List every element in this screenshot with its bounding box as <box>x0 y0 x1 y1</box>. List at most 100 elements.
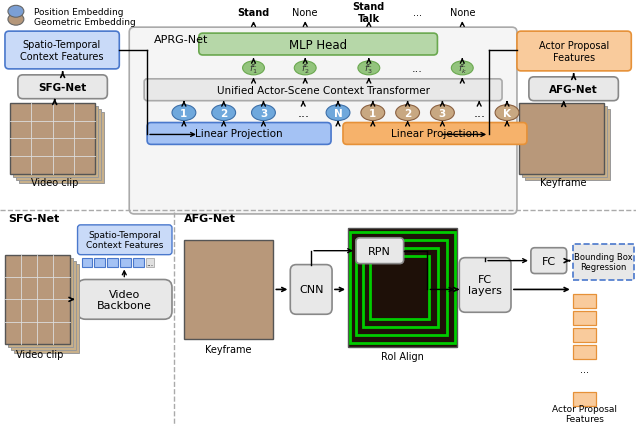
Text: ...: ... <box>412 64 423 74</box>
Bar <box>14 264 79 353</box>
Bar <box>16 109 101 181</box>
Text: FC
layers: FC layers <box>468 274 502 296</box>
Bar <box>133 258 144 267</box>
Ellipse shape <box>396 105 420 121</box>
FancyBboxPatch shape <box>517 32 631 72</box>
Text: ...: ... <box>147 259 154 268</box>
Bar <box>525 109 611 181</box>
Text: Bounding Box
Regression: Bounding Box Regression <box>574 252 633 272</box>
Ellipse shape <box>243 62 264 76</box>
Text: Linear Projection: Linear Projection <box>390 129 478 139</box>
Bar <box>519 104 604 175</box>
Ellipse shape <box>431 105 454 121</box>
Text: Keyframe: Keyframe <box>205 344 252 354</box>
Bar <box>522 106 607 178</box>
Text: MLP Head: MLP Head <box>289 38 347 52</box>
Ellipse shape <box>326 105 350 121</box>
FancyBboxPatch shape <box>531 248 566 274</box>
Bar <box>108 258 118 267</box>
Ellipse shape <box>212 105 236 121</box>
Text: Video clip: Video clip <box>31 178 78 188</box>
Text: ...: ... <box>413 8 422 18</box>
Text: 1: 1 <box>369 108 376 118</box>
FancyBboxPatch shape <box>343 123 527 145</box>
Text: None: None <box>449 8 475 18</box>
Bar <box>573 295 596 308</box>
FancyBboxPatch shape <box>77 225 172 255</box>
Text: ...: ... <box>297 107 309 120</box>
Bar <box>95 258 106 267</box>
FancyBboxPatch shape <box>5 32 119 70</box>
Text: AFG-Net: AFG-Net <box>184 213 236 223</box>
FancyBboxPatch shape <box>291 265 332 314</box>
Text: RPN: RPN <box>369 246 391 256</box>
FancyBboxPatch shape <box>18 76 108 99</box>
Text: $f_1^L$: $f_1^L$ <box>249 61 258 76</box>
Ellipse shape <box>451 62 473 76</box>
FancyBboxPatch shape <box>129 28 517 214</box>
Ellipse shape <box>172 105 196 121</box>
Bar <box>10 104 95 175</box>
FancyBboxPatch shape <box>147 123 331 145</box>
Text: Position Embedding: Position Embedding <box>34 8 124 17</box>
Text: Spatio-Temporal
Context Features: Spatio-Temporal Context Features <box>86 230 163 250</box>
Bar <box>573 311 596 325</box>
Bar <box>120 258 131 267</box>
Text: SFG-Net: SFG-Net <box>8 213 60 223</box>
Text: Linear Projection: Linear Projection <box>195 129 282 139</box>
Text: Stand: Stand <box>237 8 269 18</box>
Bar <box>13 106 99 178</box>
Bar <box>363 248 438 328</box>
Text: Actor Proposal
Features: Actor Proposal Features <box>552 404 617 423</box>
Bar <box>350 232 455 343</box>
Text: 3: 3 <box>260 108 267 118</box>
Bar <box>573 345 596 359</box>
Bar <box>573 328 596 342</box>
Ellipse shape <box>8 14 24 26</box>
Text: Video
Backbone: Video Backbone <box>97 289 152 311</box>
Bar <box>146 258 154 267</box>
Bar <box>19 112 104 184</box>
Text: SFG-Net: SFG-Net <box>38 83 87 92</box>
Bar <box>5 255 70 344</box>
Text: APRG-Net: APRG-Net <box>154 35 209 45</box>
Text: RoI Align: RoI Align <box>381 351 424 361</box>
Text: $f_k^L$: $f_k^L$ <box>458 61 467 76</box>
FancyBboxPatch shape <box>356 238 404 264</box>
Ellipse shape <box>252 105 275 121</box>
Text: K: K <box>503 108 511 118</box>
Ellipse shape <box>361 105 385 121</box>
Text: $f_2^L$: $f_2^L$ <box>301 61 310 76</box>
Ellipse shape <box>294 62 316 76</box>
Bar <box>348 228 458 347</box>
Bar <box>184 240 273 340</box>
Bar <box>8 258 72 347</box>
Bar <box>370 256 429 320</box>
FancyBboxPatch shape <box>77 280 172 320</box>
Text: 3: 3 <box>439 108 446 118</box>
Ellipse shape <box>358 62 380 76</box>
Text: AFG-Net: AFG-Net <box>549 84 598 95</box>
Text: 2: 2 <box>404 108 412 118</box>
Text: ...: ... <box>473 107 485 120</box>
Text: FC: FC <box>541 256 556 266</box>
Text: $f_3^L$: $f_3^L$ <box>364 61 373 76</box>
Text: Stand
Talk: Stand Talk <box>353 3 385 24</box>
Text: CNN: CNN <box>299 285 323 295</box>
Text: Actor Proposal
Features: Actor Proposal Features <box>538 41 609 63</box>
FancyBboxPatch shape <box>460 258 511 313</box>
Text: Unified Actor-Scene Context Transformer: Unified Actor-Scene Context Transformer <box>216 86 429 95</box>
Text: Video clip: Video clip <box>16 349 63 359</box>
Text: ...: ... <box>580 364 589 374</box>
Bar <box>356 240 447 335</box>
Ellipse shape <box>495 105 519 121</box>
Text: None: None <box>292 8 318 18</box>
Text: 2: 2 <box>220 108 227 118</box>
Text: Spatio-Temporal
Context Features: Spatio-Temporal Context Features <box>20 40 104 62</box>
Bar <box>81 258 92 267</box>
Bar <box>573 392 596 406</box>
FancyBboxPatch shape <box>199 34 437 56</box>
Text: 1: 1 <box>180 108 188 118</box>
Text: Geometric Embedding: Geometric Embedding <box>34 17 136 27</box>
Bar <box>573 244 634 280</box>
